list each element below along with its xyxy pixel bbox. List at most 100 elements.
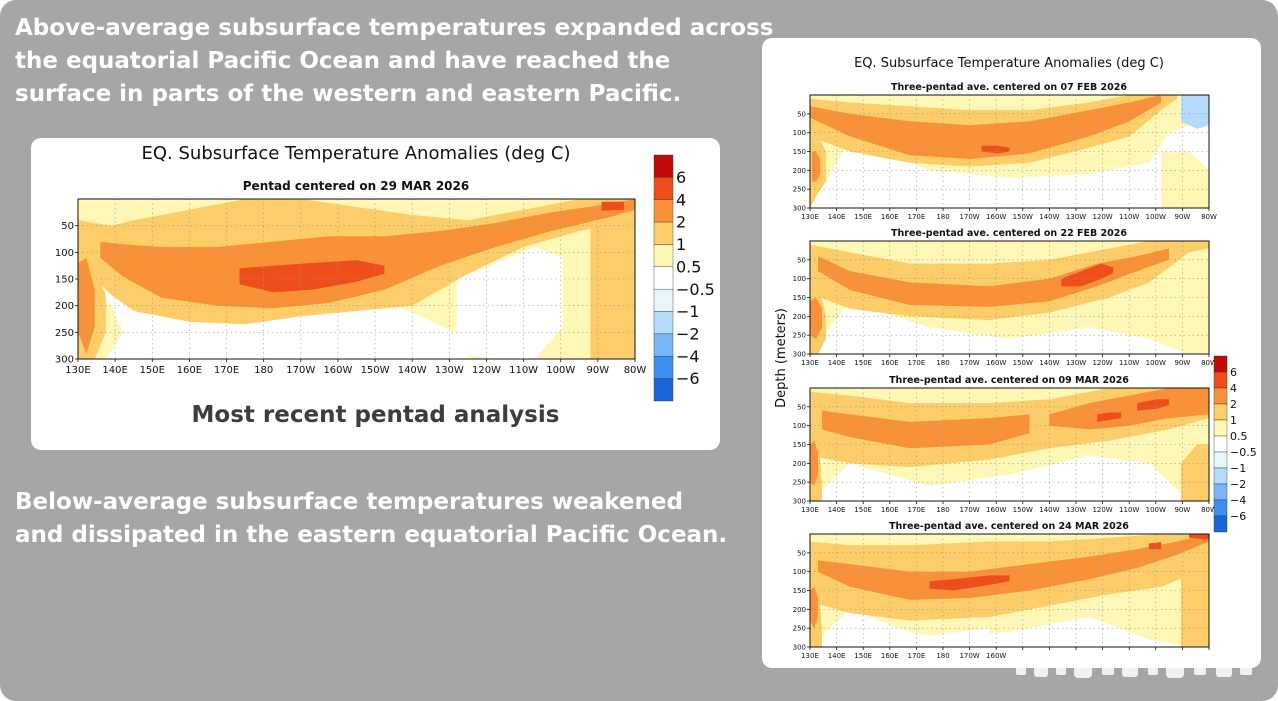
main-chart-subtitle: Pentad centered on 29 MAR 2026 [243,179,469,193]
y-tick-label: 250 [793,625,806,633]
y-tick-label: 250 [793,332,806,340]
x-tick-label: 170E [908,506,926,514]
y-tick-label: 50 [797,256,806,264]
x-tick-label: 120W [1092,506,1112,514]
y-tick-label: 200 [793,313,806,321]
x-tick-label: 100W [1146,213,1166,221]
anomaly-contour [1137,399,1170,411]
x-tick-label: 130E [801,359,819,367]
x-tick-label: 160E [881,213,899,221]
x-tick-label: 130E [801,506,819,514]
x-tick-label: 150W [1013,506,1033,514]
colorbar-label: −2 [1230,478,1246,491]
colorbar-label: −0.5 [676,280,715,299]
colorbar-swatch [1213,435,1228,453]
x-tick-label: 170W [286,365,315,376]
x-tick-label: 130W [1066,359,1086,367]
x-tick-label: 140E [828,213,846,221]
x-tick-label: 120W [1092,359,1112,367]
main-colorbar: 6 4 2 1 0.5 −0.5 −1 −2 −4 −6 [653,154,715,402]
x-tick-label: 140W [1039,359,1059,367]
y-tick-label: 150 [793,148,806,156]
headline-bottom-line: and dissipated in the eastern equatorial… [15,522,728,548]
main-chart-panel: 130E 140E 150E 160E 170E 180 170W 160W 150W 140W 1… [31,138,720,450]
pentad-subtitle: Three-pentad ave. centered on 22 FEB 202… [891,228,1127,239]
x-tick-label: 160W [323,365,352,376]
pentad-heatmap-mar24: 130E 140E 150E 160E 170E 180 170W 160W 50 100 150 2… [793,533,1210,660]
y-tick-label: 150 [793,294,806,302]
x-tick-label: 170W [959,506,979,514]
colorbar-swatch [1213,499,1228,517]
anomaly-contour [456,247,563,359]
x-tick-label: 160W [986,652,1006,660]
anomaly-contour [1181,444,1209,501]
anomaly-contour [812,151,820,182]
y-tick-label: 250 [793,479,806,487]
anomaly-contour [1189,534,1209,540]
anomaly-contour [810,586,818,629]
anomaly-contour [849,620,990,647]
x-tick-label: 150W [1013,359,1033,367]
colorbar-label: 0.5 [1230,430,1248,443]
x-tick-label: 170E [214,365,239,376]
x-tick-label: 100W [1146,506,1166,514]
right-colorbar: 6 4 2 1 0.5 −0.5 −1 −2 −4 −6 [1213,355,1257,533]
colorbar-swatch [653,221,674,245]
x-tick-label: 110W [1119,359,1139,367]
x-tick-label: 150E [854,506,872,514]
colorbar-swatch [653,311,674,335]
x-tick-label: 170W [959,213,979,221]
headline-top-line: Above-average subsurface temperatures ex… [15,15,774,41]
x-tick-label: 160W [986,213,1006,221]
main-heatmap: 130E 140E 150E 160E 170E 180 170W 160W 150W 140W 1… [55,198,647,376]
y-tick-label: 300 [793,350,806,358]
colorbar-swatch [1213,451,1228,469]
x-tick-label: 90W [1174,506,1190,514]
anomaly-contour [78,257,95,354]
colorbar-swatch [653,244,674,268]
x-tick-label: 140W [1039,506,1059,514]
colorbar-swatch [653,356,674,379]
pentad-subtitle: Three-pentad ave. centered on 07 FEB 202… [891,82,1127,93]
colorbar-swatch [1213,467,1228,485]
x-tick-label: 100W [1146,359,1166,367]
anomaly-contour [929,575,1010,591]
colorbar-swatch [1213,483,1228,501]
anomaly-contour [590,199,635,359]
colorbar-swatch [653,199,674,223]
main-chart-title: EQ. Subsurface Temperature Anomalies (de… [142,143,571,164]
three-pentad-charts: Three-pentad ave. centered on 07 FEB 202… [774,56,1257,660]
y-tick-label: 50 [797,403,806,411]
y-tick-label: 200 [793,606,806,614]
x-tick-label: 120W [1092,213,1112,221]
y-tick-label: 200 [793,460,806,468]
y-tick-label: 150 [793,587,806,595]
anomaly-contour [1049,388,1209,430]
x-tick-label: 180 [936,359,949,367]
x-tick-label: 180 [936,213,949,221]
x-tick-label: 80W [624,365,647,376]
anomaly-contour [1181,556,1209,647]
anomaly-contour [810,95,1162,159]
colorbar-swatch [1213,403,1228,421]
x-tick-label: 140E [828,506,846,514]
headline-top: Above-average subsurface temperatures ex… [15,12,773,111]
x-tick-label: 180 [254,365,273,376]
depth-axis-label: Depth (meters) [774,308,789,408]
y-tick-label: 100 [55,248,74,259]
colorbar-label: 6 [676,168,686,187]
colorbar-swatch [653,154,674,178]
colorbar-swatch [1213,419,1228,437]
x-tick-label: 150E [854,213,872,221]
y-tick-label: 300 [793,204,806,212]
anomaly-contour [1061,263,1114,287]
anomaly-contour [810,440,818,486]
x-tick-label: 170W [959,652,979,660]
colorbar-swatch [653,266,674,290]
main-caption: Most recent pentad analysis [191,402,560,428]
x-tick-label: 170E [908,213,926,221]
x-tick-label: 80W [1201,213,1217,221]
anomaly-contour [818,534,1209,600]
colorbar-label: 4 [1230,382,1237,395]
watermark-logo [1016,654,1252,678]
